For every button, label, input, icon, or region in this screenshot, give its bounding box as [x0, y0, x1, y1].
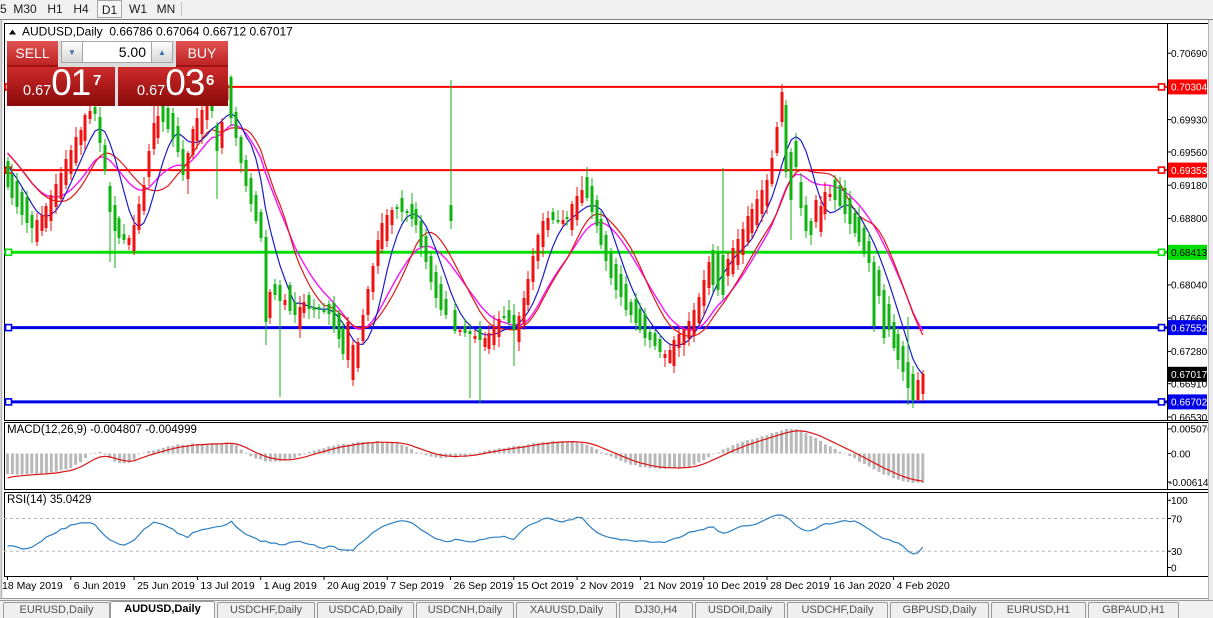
- svg-text:15 Oct 2019: 15 Oct 2019: [517, 580, 574, 592]
- svg-text:0.69560: 0.69560: [1171, 148, 1208, 159]
- svg-text:2 Nov 2019: 2 Nov 2019: [580, 580, 634, 592]
- svg-text:0.66910: 0.66910: [1171, 380, 1208, 391]
- svg-text:0.69930: 0.69930: [1171, 115, 1208, 126]
- svg-text:0.67552: 0.67552: [1171, 323, 1208, 334]
- svg-text:0: 0: [1171, 563, 1177, 574]
- svg-text:0.00: 0.00: [1171, 449, 1191, 460]
- svg-text:0.68413: 0.68413: [1171, 248, 1208, 259]
- svg-text:0.66530: 0.66530: [1171, 413, 1208, 424]
- svg-text:0.005076: 0.005076: [1171, 425, 1213, 436]
- svg-text:0.67017: 0.67017: [1171, 370, 1208, 381]
- svg-text:25 Jun 2019: 25 Jun 2019: [137, 580, 195, 592]
- svg-text:16 Jan 2020: 16 Jan 2020: [833, 580, 891, 592]
- svg-text:AUDUSD,Daily 0.66786 0.67064: AUDUSD,Daily 0.66786 0.67064 0.66712 0.6…: [22, 25, 293, 39]
- svg-text:0.66702: 0.66702: [1171, 398, 1208, 409]
- svg-text:30: 30: [1171, 547, 1183, 558]
- svg-text:MACD(12,26,9) -0.004807 -0.004: MACD(12,26,9) -0.004807 -0.004999: [7, 424, 197, 436]
- svg-text:-0.006148: -0.006148: [1169, 478, 1213, 489]
- svg-text:RSI(14) 35.0429: RSI(14) 35.0429: [7, 494, 91, 506]
- svg-text:70: 70: [1171, 514, 1183, 525]
- svg-text:100: 100: [1171, 496, 1188, 507]
- svg-text:4 Feb 2020: 4 Feb 2020: [897, 580, 950, 592]
- svg-text:0.67280: 0.67280: [1171, 347, 1208, 358]
- svg-text:13 Jul 2019: 13 Jul 2019: [200, 580, 254, 592]
- svg-text:18 May 2019: 18 May 2019: [2, 580, 63, 592]
- svg-text:0.67660: 0.67660: [1171, 314, 1208, 325]
- svg-text:20 Aug 2019: 20 Aug 2019: [327, 580, 386, 592]
- svg-text:0.70304: 0.70304: [1171, 83, 1208, 94]
- svg-text:0.70690: 0.70690: [1171, 49, 1208, 60]
- svg-text:0.68040: 0.68040: [1171, 281, 1208, 292]
- svg-text:6 Jun 2019: 6 Jun 2019: [74, 580, 126, 592]
- svg-text:0.69180: 0.69180: [1171, 181, 1208, 192]
- svg-text:7 Sep 2019: 7 Sep 2019: [390, 580, 444, 592]
- svg-text:0.69353: 0.69353: [1171, 166, 1208, 177]
- svg-text:26 Sep 2019: 26 Sep 2019: [454, 580, 514, 592]
- svg-text:1 Aug 2019: 1 Aug 2019: [264, 580, 317, 592]
- svg-text:10 Dec 2019: 10 Dec 2019: [707, 580, 767, 592]
- svg-text:28 Dec 2019: 28 Dec 2019: [770, 580, 830, 592]
- svg-text:21 Nov 2019: 21 Nov 2019: [643, 580, 703, 592]
- svg-text:0.68800: 0.68800: [1171, 214, 1208, 225]
